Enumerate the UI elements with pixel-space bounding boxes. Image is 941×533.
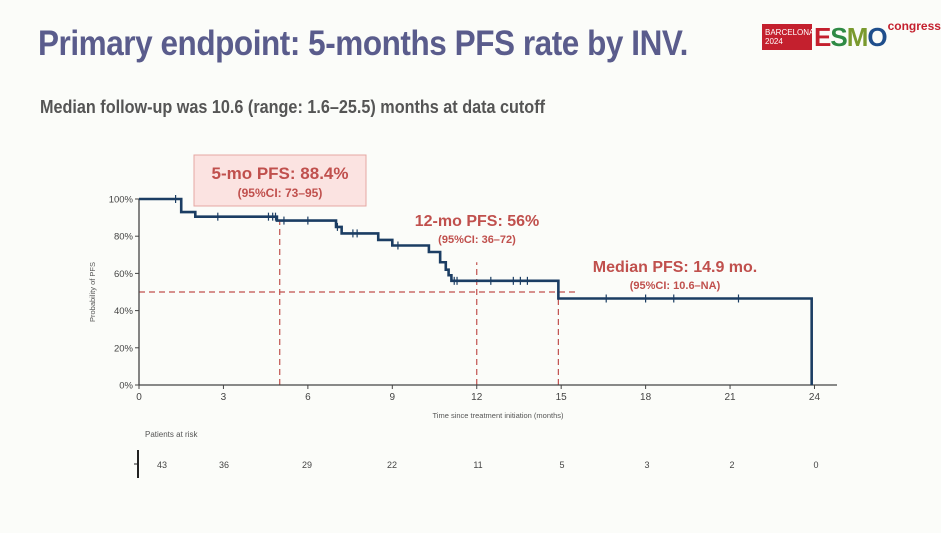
x-tick-label: 15	[556, 392, 568, 403]
risk-count: 36	[219, 460, 229, 470]
median-pfs-ci: (95%CI: 10.6–NA)	[630, 280, 721, 292]
x-tick-label: 21	[724, 392, 736, 403]
x-tick-label: 18	[640, 392, 652, 403]
y-tick-label: 100%	[109, 195, 134, 206]
risk-count: 3	[644, 460, 649, 470]
x-tick-label: 24	[809, 392, 821, 403]
logo-city: BARCELONA	[765, 28, 815, 37]
risk-count: 43	[157, 460, 167, 470]
slide-subtitle: Median follow-up was 10.6 (range: 1.6–25…	[40, 97, 545, 117]
x-tick-label: 0	[136, 392, 142, 403]
logo-letter: S	[830, 22, 847, 52]
risk-count: 0	[813, 460, 818, 470]
y-tick-label: 20%	[114, 343, 134, 354]
y-tick-label: 40%	[114, 306, 134, 317]
median-pfs-label: Median PFS: 14.9 mo.	[593, 259, 757, 276]
logo-location-block: BARCELONA 2024	[762, 24, 815, 50]
y-axis-title: Probability of PFS	[88, 262, 97, 322]
x-tick-label: 3	[221, 392, 227, 403]
five-mo-pfs-ci: (95%CI: 73–95)	[238, 186, 323, 200]
risk-count: 29	[302, 460, 312, 470]
y-tick-label: 0%	[119, 381, 133, 392]
five-mo-pfs-box	[193, 154, 367, 207]
logo-letter: O	[867, 22, 887, 52]
x-axis-title: Time since treatment initiation (months)	[432, 411, 564, 420]
x-tick-label: 6	[305, 392, 311, 403]
y-tick-label: 80%	[114, 232, 134, 243]
five-mo-pfs-label: 5-mo PFS: 88.4%	[212, 164, 349, 183]
twelve-mo-pfs-ci: (95%CI: 36–72)	[438, 234, 516, 246]
y-tick-label: 60%	[114, 269, 134, 280]
esmo-logo: BARCELONA 2024 ESMO congress	[762, 20, 941, 52]
pfs-curve	[139, 197, 813, 385]
twelve-mo-pfs-label: 12-mo PFS: 56%	[415, 213, 539, 230]
risk-table-label: Patients at risk	[145, 430, 198, 439]
risk-count: 11	[473, 460, 482, 470]
logo-letter: E	[814, 22, 831, 52]
slide-title: Primary endpoint: 5-months PFS rate by I…	[38, 24, 688, 63]
risk-count: 5	[559, 460, 564, 470]
risk-count: 2	[729, 460, 734, 470]
x-tick-label: 9	[390, 392, 396, 403]
logo-brand: ESMO	[814, 22, 888, 52]
logo-letter: M	[846, 22, 869, 52]
x-tick-label: 12	[471, 392, 483, 403]
risk-count: 22	[387, 460, 397, 470]
logo-congress: congress	[887, 19, 941, 33]
logo-year: 2024	[765, 37, 783, 46]
